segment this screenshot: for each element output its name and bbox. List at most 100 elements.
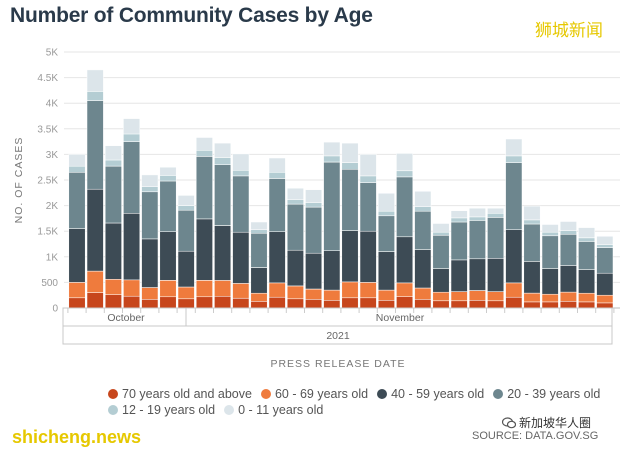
- bar-segment: [505, 229, 523, 284]
- bar-segment: [414, 249, 432, 289]
- legend-label: 20 - 39 years old: [507, 387, 601, 401]
- bar-segment: [487, 258, 505, 292]
- bar-segment: [523, 261, 541, 294]
- bar-segment: [86, 91, 104, 101]
- bar-segment: [68, 282, 86, 299]
- bar-segment: [596, 302, 614, 309]
- bar-segment: [141, 186, 159, 193]
- bar-segment: [505, 138, 523, 157]
- y-tick-label: 1K: [46, 252, 59, 263]
- bar-segment: [214, 157, 232, 165]
- bar-segment: [286, 203, 304, 251]
- bar-segment: [68, 165, 86, 173]
- bar-segment: [596, 294, 614, 304]
- bar-segment: [123, 213, 141, 281]
- bar-segment: [323, 289, 341, 301]
- bar-segment: [523, 292, 541, 303]
- bar-segment: [123, 279, 141, 297]
- y-tick-label: 0: [52, 304, 58, 315]
- bar-segment: [159, 180, 177, 232]
- bar-segment: [286, 187, 304, 200]
- bar-segment: [286, 249, 304, 287]
- y-tick-label: 2K: [46, 201, 59, 212]
- wechat-watermark: 新加坡华人圈: [502, 414, 591, 431]
- bar-segment: [578, 237, 596, 242]
- legend-item: 12 - 19 years old: [108, 402, 215, 418]
- bar-segment: [414, 206, 432, 212]
- bar-segment: [341, 297, 359, 309]
- bar-segment: [523, 223, 541, 262]
- bar-segment: [68, 154, 86, 167]
- bar-segment: [559, 301, 577, 309]
- bar-segment: [214, 164, 232, 226]
- legend-item: 70 years old and above: [108, 386, 252, 402]
- bar-segment: [505, 282, 523, 298]
- legend-item: 0 - 11 years old: [224, 402, 323, 418]
- x-axis-title: PRESS RELEASE DATE: [270, 358, 405, 370]
- bar-segment: [123, 295, 141, 309]
- bar-segment: [286, 285, 304, 300]
- bar-segment: [341, 142, 359, 163]
- bar-segment: [123, 133, 141, 142]
- bar-segment: [177, 205, 195, 211]
- bar-segment: [195, 280, 213, 298]
- bar-segment: [86, 188, 104, 272]
- bar-segment: [414, 191, 432, 207]
- bar-segment: [559, 291, 577, 302]
- bar-segment: [323, 141, 341, 157]
- chart-legend: 70 years old and above 60 - 69 years old 4…: [108, 386, 628, 418]
- bar-segment: [68, 297, 86, 309]
- bar-segment: [341, 162, 359, 170]
- bar-segment: [214, 225, 232, 281]
- bar-segment: [268, 178, 286, 232]
- bar-segment: [505, 155, 523, 163]
- bar-segment: [523, 205, 541, 221]
- bar-segment: [305, 189, 323, 203]
- site-logo: 狮城新闻: [535, 21, 603, 41]
- bar-segment: [323, 250, 341, 291]
- bar-segment: [341, 230, 359, 283]
- bar-segment: [396, 282, 414, 297]
- bar-segment: [559, 221, 577, 231]
- legend-label: 12 - 19 years old: [122, 403, 216, 417]
- bar-segment: [487, 300, 505, 309]
- bar-segment: [450, 210, 468, 219]
- bar-segment: [123, 141, 141, 214]
- bar-segment: [468, 258, 486, 291]
- bar-segment: [86, 69, 104, 92]
- y-tick-label: 1.5K: [37, 227, 58, 238]
- bar-segment: [487, 291, 505, 302]
- bar-segment: [414, 299, 432, 309]
- bar-segment: [250, 229, 268, 234]
- bar-segment: [377, 210, 395, 217]
- bar-segment: [487, 217, 505, 259]
- bar-segment: [432, 300, 450, 309]
- bar-segment: [268, 172, 286, 179]
- bar-segment: [250, 267, 268, 294]
- bar-segment: [232, 170, 250, 177]
- bar-segment: [159, 175, 177, 182]
- bar-segment: [559, 265, 577, 293]
- month-band: [62, 307, 613, 327]
- bar-segment: [104, 165, 122, 224]
- bar-segment: [414, 210, 432, 250]
- bar-segment: [214, 295, 232, 309]
- bar-segment: [377, 251, 395, 291]
- bar-segment: [596, 247, 614, 274]
- bar-segment: [596, 244, 614, 248]
- bar-segment: [232, 231, 250, 284]
- bar-segment: [359, 154, 377, 177]
- bar-segment: [523, 219, 541, 225]
- bar-segment: [377, 289, 395, 301]
- bar-segment: [377, 215, 395, 252]
- legend-swatch: [377, 389, 388, 399]
- legend-item: 40 - 59 years old: [377, 386, 484, 402]
- bar-segment: [578, 227, 596, 239]
- bar-segment: [250, 301, 268, 309]
- y-tick-label: 3K: [46, 150, 59, 161]
- bar-segment: [596, 272, 614, 296]
- bar-segment: [323, 300, 341, 309]
- bar-segment: [468, 207, 486, 218]
- bar-segment: [232, 283, 250, 299]
- bar-segment: [450, 259, 468, 292]
